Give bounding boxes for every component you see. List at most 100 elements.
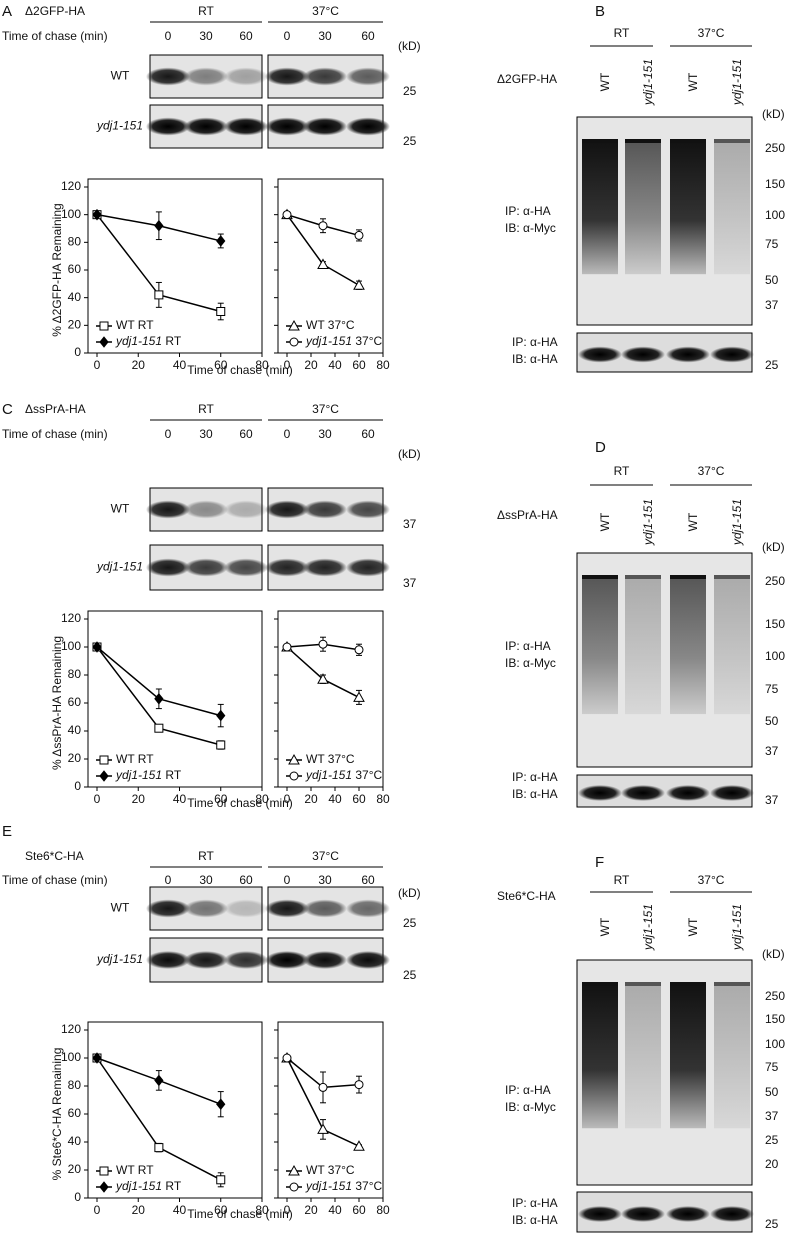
mw-marker: 50 [765,1085,779,1099]
blot-band [621,1206,665,1222]
legend-label: ydj1-151 RT [115,768,182,782]
mw-marker: 100 [765,208,785,222]
blot-band [625,982,661,986]
blot-band [303,117,347,136]
mw-marker: 150 [765,617,785,631]
x-tick-label: 60 [352,358,366,372]
legend-marker [99,336,109,348]
point [216,307,226,316]
ip-label: IP: α-HA [505,1083,551,1097]
blot-band [184,951,228,969]
y-tick-label: 40 [68,1134,82,1148]
mw-marker: 37 [765,744,779,758]
mw-marker: 75 [765,237,779,251]
blot-band [146,117,190,136]
legend-label: ydj1-151 RT [115,334,182,348]
blot-smear [625,982,661,1129]
x-tick-label: 60 [352,1203,366,1217]
y-tick-label: 20 [68,751,82,765]
x-tick-label: 80 [376,792,390,806]
point [282,1053,292,1063]
lane-label: ydj1-151 [730,499,744,546]
x-tick-label: 20 [132,1203,146,1217]
point [154,290,164,300]
blot-band [582,575,618,579]
y-axis-label: % ΔssPrA-HA Remaining [50,636,64,770]
mw-marker: 150 [765,1012,785,1026]
blot-band [224,117,268,136]
blot-band [578,785,622,801]
blot-band [582,982,618,986]
time-label: 30 [199,873,213,887]
mw-marker: 75 [765,1060,779,1074]
blot-band [265,951,309,969]
time-label: 0 [165,873,172,887]
x-tick-label: 20 [304,358,318,372]
blot-band [224,67,268,86]
kd-label: (kD) [762,540,785,554]
mw-marker: 100 [765,1037,785,1051]
lane-label: ydj1-151 [730,904,744,951]
ib-label: IB: α-Myc [505,1100,556,1114]
ip-label: IP: α-HA [505,204,551,218]
blot-band [224,899,268,918]
blot-smear [714,575,750,715]
mw-marker: 250 [765,574,785,588]
point [353,691,365,702]
blot-band [666,785,710,801]
condition-label: 37°C [698,873,725,887]
x-tick-label: 40 [173,792,187,806]
panel-letter: A [2,3,12,20]
lane-label: WT [686,917,700,936]
y-tick-label: 0 [74,345,81,359]
kd-label: (kD) [398,447,421,461]
blot-band [224,951,268,969]
mw-marker: 37 [765,1109,779,1123]
mw-marker: 37 [403,576,417,590]
legend-marker [99,1181,109,1193]
y-tick-label: 60 [68,262,82,276]
blot-band [578,346,622,363]
mw-marker: 25 [403,968,417,982]
point [216,1098,226,1111]
point [282,210,292,220]
blot-band [265,117,309,136]
chase-label: Time of chase (min) [2,427,108,441]
blot-band [265,558,309,577]
blot-band [184,117,228,136]
time-label: 30 [199,29,213,43]
point [92,641,102,653]
time-label: 60 [239,873,253,887]
condition-label: RT [614,464,630,478]
blot-band [714,575,750,579]
blot-band [184,500,228,519]
legend-marker [289,1182,299,1192]
ip-label: IP: α-HA [512,335,558,349]
condition-label: 37°C [312,402,339,416]
legend-label: WT RT [116,318,154,332]
y-tick-label: 20 [68,318,82,332]
point [154,219,164,232]
point [154,1143,164,1153]
legend-marker [289,337,299,347]
mw-marker: 37 [765,793,779,807]
blot-band [346,67,390,86]
legend-label: ydj1-151 37°C [305,768,383,782]
kd-label: (kD) [762,107,785,121]
mw-marker: 37 [403,517,417,531]
point [92,208,102,221]
blot-band [346,951,390,969]
row-label: WT [111,69,130,83]
blot-band [625,575,661,579]
x-tick-label: 80 [376,1203,390,1217]
legend-marker [99,1166,109,1176]
point [318,1082,328,1092]
blot-band [184,899,228,918]
blot-frame [576,552,753,768]
legend-marker [99,770,109,782]
legend-marker [289,771,299,781]
time-label: 0 [284,873,291,887]
y-tick-label: 0 [74,1190,81,1204]
row-label: ydj1-151 [96,560,143,574]
